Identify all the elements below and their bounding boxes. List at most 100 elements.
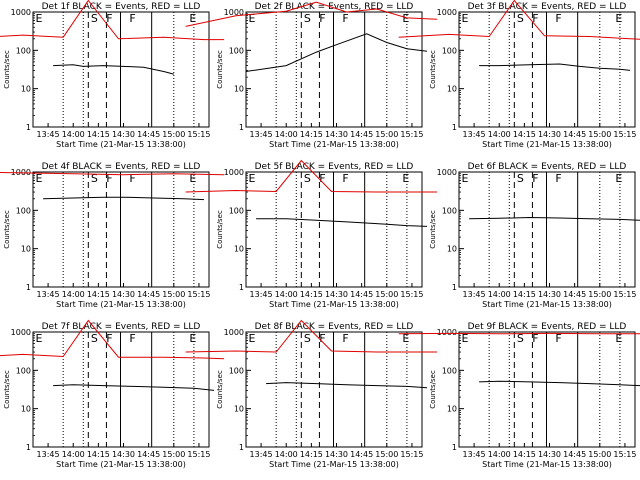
phase-marker-label: F bbox=[106, 172, 112, 185]
phase-marker-label: E bbox=[402, 332, 409, 345]
x-tick-label: 14:00 bbox=[488, 290, 511, 299]
plot-frame bbox=[32, 331, 210, 448]
phase-marker-label: E bbox=[615, 172, 622, 185]
x-axis-label: Start Time (21-Mar-15 13:38:00) bbox=[56, 140, 186, 149]
x-axis-label: Start Time (21-Mar-15 13:38:00) bbox=[56, 460, 186, 469]
series-black-events bbox=[479, 380, 640, 387]
phase-marker-label: S bbox=[304, 332, 311, 345]
x-axis-label: Start Time (21-Mar-15 13:38:00) bbox=[56, 300, 186, 309]
phase-marker-label: E bbox=[36, 12, 43, 25]
plot-frame bbox=[245, 11, 423, 128]
plot-frame bbox=[458, 11, 636, 128]
x-tick-label: 15:00 bbox=[162, 450, 185, 459]
phase-marker-label: E bbox=[249, 12, 256, 25]
y-axis-label: Counts/sec bbox=[3, 370, 11, 409]
phase-marker-label: S bbox=[91, 172, 98, 185]
x-tick-label: 15:15 bbox=[187, 130, 210, 139]
x-tick-label: 14:00 bbox=[62, 290, 85, 299]
panel-4: Det 4f BLACK = Events, RED = LLD11010010… bbox=[0, 162, 225, 309]
series-black-events bbox=[245, 33, 428, 72]
phase-marker-label: F bbox=[532, 332, 538, 345]
x-tick-label: 15:00 bbox=[375, 450, 398, 459]
x-tick-label: 15:15 bbox=[400, 290, 423, 299]
phase-marker-label: E bbox=[615, 12, 622, 25]
x-tick-label: 14:45 bbox=[563, 290, 586, 299]
phase-marker-label: S bbox=[517, 172, 524, 185]
y-tick-label: 100 bbox=[442, 206, 457, 215]
x-tick-label: 14:45 bbox=[137, 130, 160, 139]
panel-6: Det 6f BLACK = Events, RED = LLD 1 10 100 10… bbox=[429, 162, 640, 309]
phase-marker-label: E bbox=[462, 12, 469, 25]
x-tick-label: 15:15 bbox=[613, 130, 636, 139]
x-tick-label: 13:45 bbox=[463, 450, 486, 459]
x-tick-label: 14:00 bbox=[488, 130, 511, 139]
x-tick-label: 14:45 bbox=[350, 450, 373, 459]
y-tick-label: 10 bbox=[234, 245, 244, 254]
y-tick-label: 1 bbox=[452, 123, 457, 132]
series-black-events bbox=[53, 384, 215, 391]
x-tick-label: 13:45 bbox=[250, 450, 273, 459]
panel-2: Det 2f BLACK = Events, RED = LLD 1 10 100 10… bbox=[185, 1, 438, 149]
plot-frame bbox=[458, 331, 636, 448]
x-axis-label: Start Time (21-Mar-15 13:38:00) bbox=[482, 300, 612, 309]
x-tick-label: 15:15 bbox=[613, 450, 636, 459]
y-tick-label: 1000 bbox=[224, 328, 244, 337]
x-tick-label: 14:00 bbox=[275, 130, 298, 139]
series-black-events bbox=[266, 382, 428, 389]
y-tick-label: 10 bbox=[234, 85, 244, 94]
x-tick-label: 13:45 bbox=[463, 290, 486, 299]
x-tick-label: 15:00 bbox=[588, 290, 611, 299]
phase-marker-label: F bbox=[319, 172, 325, 185]
y-axis-label: Counts/sec bbox=[3, 50, 11, 89]
y-tick-label: 100 bbox=[229, 366, 244, 375]
y-tick-label: 1 bbox=[239, 283, 244, 292]
x-tick-label: 15:00 bbox=[588, 450, 611, 459]
y-tick-label: 1000 bbox=[11, 328, 31, 337]
x-tick-label: 14:15 bbox=[300, 450, 323, 459]
x-tick-label: 14:15 bbox=[513, 130, 536, 139]
y-tick-label: 1 bbox=[452, 283, 457, 292]
x-tick-label: 14:30 bbox=[538, 450, 561, 459]
phase-marker-label: F bbox=[106, 12, 112, 25]
phase-marker-label: E bbox=[249, 172, 256, 185]
series-black-events bbox=[53, 64, 174, 75]
x-axis-label: Start Time (21-Mar-15 13:38:00) bbox=[269, 460, 399, 469]
panel-title: Det 9f BLACK = Events, RED = LLD bbox=[468, 322, 627, 332]
series-black-events bbox=[43, 196, 205, 201]
panel-title: Det 1f BLACK = Events, RED = LLD bbox=[42, 2, 201, 12]
x-tick-label: 14:15 bbox=[300, 130, 323, 139]
y-tick-label: 1 bbox=[239, 443, 244, 452]
y-axis-label: Counts/sec bbox=[216, 50, 224, 89]
series-black-events bbox=[469, 216, 640, 221]
panel-1: Det 1f BLACK = Events, RED = LLD 1 10 100 10… bbox=[0, 0, 225, 149]
x-tick-label: 14:15 bbox=[300, 290, 323, 299]
y-tick-label: 10 bbox=[21, 245, 31, 254]
series-black-events bbox=[256, 218, 428, 227]
y-tick-label: 1000 bbox=[224, 8, 244, 17]
y-tick-label: 100 bbox=[229, 46, 244, 55]
x-tick-label: 13:45 bbox=[37, 290, 60, 299]
panel-title: Det 8f BLACK = Events, RED = LLD bbox=[255, 322, 414, 332]
series-black-events bbox=[479, 63, 631, 71]
x-tick-label: 15:15 bbox=[613, 290, 636, 299]
x-tick-label: 13:45 bbox=[250, 130, 273, 139]
x-axis-label: Start Time (21-Mar-15 13:38:00) bbox=[269, 300, 399, 309]
phase-marker-label: F bbox=[342, 172, 348, 185]
phase-marker-label: E bbox=[615, 332, 622, 345]
y-tick-label: 100 bbox=[16, 46, 31, 55]
y-tick-label: 10 bbox=[21, 85, 31, 94]
phase-marker-label: F bbox=[532, 172, 538, 185]
x-tick-label: 15:00 bbox=[162, 130, 185, 139]
x-tick-label: 14:00 bbox=[275, 290, 298, 299]
phase-marker-label: S bbox=[91, 12, 98, 25]
panel-8: Det 8f BLACK = Events, RED = LLD 1 10 100 10… bbox=[185, 319, 438, 469]
phase-marker-label: S bbox=[304, 172, 311, 185]
panel-3: Det 3f BLACK = Events, RED = LLD 1 10 100 10… bbox=[398, 0, 640, 149]
x-tick-label: 14:30 bbox=[325, 130, 348, 139]
phase-marker-label: F bbox=[555, 12, 561, 25]
x-tick-label: 14:45 bbox=[350, 130, 373, 139]
panel-5: Det 5f BLACK = Events, RED = LLD 1 10 100 10… bbox=[185, 159, 438, 309]
series-red-lld bbox=[185, 319, 438, 353]
x-tick-label: 14:15 bbox=[87, 130, 110, 139]
phase-marker-label: E bbox=[462, 172, 469, 185]
